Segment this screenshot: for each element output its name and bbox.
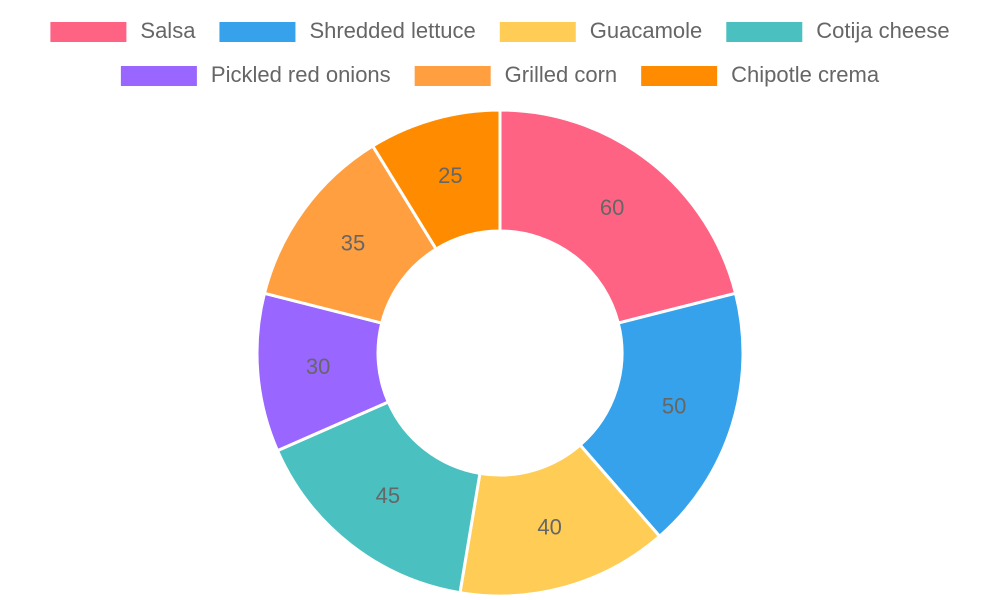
data-label: 25	[438, 163, 462, 188]
legend-swatch	[50, 22, 127, 42]
legend-item[interactable]: Cotija cheese	[726, 18, 950, 43]
legend-swatch	[499, 22, 576, 42]
legend-swatch	[726, 22, 803, 42]
legend-label: Shredded lettuce	[309, 18, 475, 43]
legend-label: Grilled corn	[505, 62, 617, 87]
legend-item[interactable]: Guacamole	[499, 18, 703, 43]
legend-item[interactable]: Pickled red onions	[120, 62, 391, 87]
legend-item[interactable]: Grilled corn	[414, 62, 617, 87]
slice	[578, 291, 745, 539]
legend-swatch	[641, 66, 718, 86]
data-label: 50	[662, 393, 686, 418]
slice	[458, 442, 662, 598]
slice	[370, 108, 502, 252]
slice	[498, 108, 738, 325]
legend-swatch	[120, 66, 197, 86]
legend-label: Guacamole	[590, 18, 703, 43]
legend-item[interactable]: Chipotle crema	[641, 62, 880, 87]
legend-swatch	[414, 66, 491, 86]
data-label: 40	[537, 514, 561, 539]
legend-swatch	[219, 22, 296, 42]
legend-label: Pickled red onions	[211, 62, 391, 87]
legend-item[interactable]: Shredded lettuce	[219, 18, 476, 43]
legend-item[interactable]: Salsa	[50, 18, 196, 43]
data-label: 35	[341, 231, 365, 256]
data-label: 45	[376, 483, 400, 508]
slice	[275, 400, 482, 595]
legend-label: Salsa	[140, 18, 196, 43]
legend: Salsa Shredded lettuce Guacamole Cotija che…	[50, 18, 950, 87]
data-label: 60	[600, 195, 624, 220]
legend-label: Chipotle crema	[731, 62, 880, 87]
legend-label: Cotija cheese	[816, 18, 949, 43]
data-label: 30	[306, 354, 330, 379]
